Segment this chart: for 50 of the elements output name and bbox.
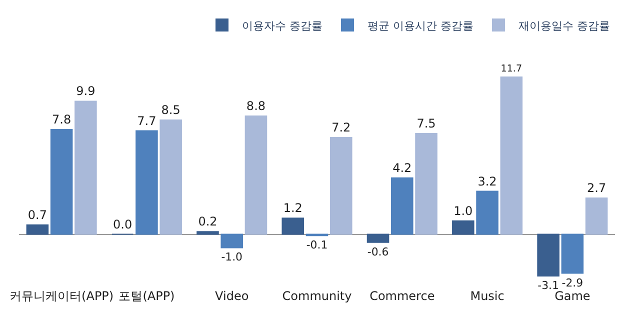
- bar: [136, 130, 158, 235]
- legend-label: 평균 이용시간 증감률: [368, 19, 474, 32]
- data-label: 1.0: [454, 204, 473, 218]
- data-label: 7.7: [137, 114, 156, 128]
- x-tick-label: Music: [470, 289, 504, 303]
- bar: [561, 234, 584, 274]
- data-label: -2.9: [562, 276, 584, 290]
- bar: [26, 224, 49, 235]
- data-label: 8.8: [246, 99, 266, 114]
- bar: [391, 177, 414, 235]
- bar: [282, 218, 304, 235]
- data-label: -1.0: [221, 250, 243, 264]
- bar: [500, 76, 523, 235]
- bar: [366, 234, 390, 243]
- data-label: 4.2: [392, 160, 412, 175]
- data-label: 2.7: [587, 181, 606, 195]
- bar: [330, 137, 352, 235]
- bar: [74, 100, 97, 235]
- data-label: -0.6: [367, 245, 389, 258]
- data-label: 11.7: [500, 64, 522, 75]
- data-label: 0.2: [198, 214, 218, 229]
- x-tick-label: Game: [554, 289, 590, 303]
- x-tick-label: Commerce: [370, 289, 435, 303]
- bar: [196, 231, 219, 235]
- data-label: -0.1: [306, 238, 328, 252]
- legend-label: 이용자수 증감률: [242, 19, 322, 32]
- bar: [476, 190, 498, 235]
- data-label: 7.5: [416, 116, 436, 130]
- x-tick-label: 커뮤니케이터(APP): [10, 289, 114, 303]
- data-label: 1.2: [283, 201, 302, 216]
- bar: [415, 132, 438, 235]
- bar: [537, 234, 560, 276]
- bar: [452, 220, 474, 235]
- x-tick-label: Community: [282, 289, 352, 303]
- data-label: 0.7: [28, 208, 47, 222]
- bar: [50, 128, 73, 235]
- data-label: 9.9: [76, 84, 96, 98]
- data-label: 8.5: [161, 103, 180, 118]
- data-label: 3.2: [478, 174, 497, 188]
- data-label: 7.2: [332, 120, 351, 135]
- x-tick-label: Video: [215, 289, 249, 303]
- bar: [585, 198, 608, 235]
- data-label: 7.8: [52, 112, 72, 126]
- data-label: 0.0: [113, 217, 132, 232]
- legend-label: 재이용일수 증감률: [518, 19, 610, 32]
- x-tick-label: 포털(APP): [118, 289, 175, 303]
- bar: [160, 120, 182, 235]
- data-label: -3.1: [538, 278, 559, 292]
- bar: [220, 234, 243, 248]
- bar: [244, 116, 268, 235]
